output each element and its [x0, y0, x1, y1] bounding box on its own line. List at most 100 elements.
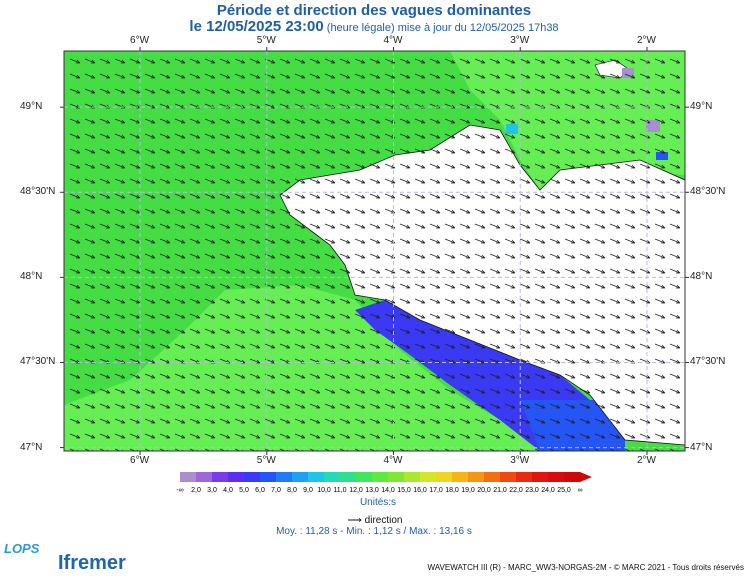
direction-arrow: [339, 313, 351, 319]
direction-arrow: [129, 103, 141, 109]
direction-arrow: [669, 118, 681, 124]
light-wave-zone: [64, 285, 560, 451]
direction-arrow: [69, 88, 81, 94]
direction-arrow: [489, 178, 501, 184]
direction-arrow: [444, 433, 456, 439]
direction-arrow: [429, 58, 441, 64]
blue-patch: [656, 152, 668, 160]
direction-arrow: [489, 58, 501, 64]
direction-arrow: [354, 103, 366, 109]
direction-arrow: [129, 178, 141, 184]
direction-arrow: [189, 283, 201, 289]
direction-arrow: [549, 88, 561, 94]
direction-arrow: [444, 73, 456, 79]
direction-arrow: [174, 373, 186, 379]
direction-arrow: [174, 163, 186, 169]
direction-arrow: [504, 208, 516, 214]
direction-arrow: [369, 73, 381, 79]
direction-arrow: [204, 313, 216, 319]
direction-arrow: [189, 118, 201, 124]
direction-arrow: [279, 118, 291, 124]
direction-arrow: [429, 118, 441, 124]
direction-arrow: [564, 193, 576, 199]
direction-arrow: [459, 103, 471, 109]
direction-arrow: [489, 388, 501, 394]
direction-arrow: [399, 133, 411, 139]
direction-arrow: [309, 253, 321, 259]
direction-arrow: [399, 268, 411, 274]
direction-arrow: [594, 163, 606, 169]
direction-arrow: [669, 208, 681, 214]
direction-arrow: [564, 118, 576, 124]
direction-arrow: [474, 118, 486, 124]
direction-arrow: [294, 403, 306, 409]
direction-arrow: [99, 283, 111, 289]
direction-arrow: [534, 268, 546, 274]
direction-arrow: [639, 388, 651, 394]
direction-arrow: [264, 118, 276, 124]
direction-arrow: [474, 193, 486, 199]
direction-arrow: [69, 118, 81, 124]
color-legend: -∞ 2,0 3,0 4,0 5,0 6,0 7,0 8,0 9,0 10,0 11,0 12,0 13…: [176, 472, 592, 494]
direction-arrow: [174, 193, 186, 199]
direction-arrow: [84, 298, 96, 304]
direction-arrow: [504, 253, 516, 259]
direction-arrow: [534, 193, 546, 199]
direction-arrow: [234, 88, 246, 94]
direction-arrow: [249, 418, 261, 424]
direction-arrow: [594, 193, 606, 199]
direction-arrow: [489, 73, 501, 79]
direction-arrow: [264, 418, 276, 424]
direction-arrow: [219, 403, 231, 409]
direction-arrow: [249, 268, 261, 274]
direction-arrow: [114, 433, 126, 439]
direction-arrow: [354, 208, 366, 214]
direction-arrow: [144, 358, 156, 364]
direction-arrow: [564, 433, 576, 439]
direction-arrow: [144, 343, 156, 349]
direction-arrow: [504, 283, 516, 289]
direction-arrow: [204, 193, 216, 199]
direction-arrow: [219, 193, 231, 199]
direction-arrow: [189, 268, 201, 274]
direction-arrow: [354, 253, 366, 259]
direction-arrow: [414, 253, 426, 259]
direction-arrow: [204, 73, 216, 79]
direction-arrow: [459, 238, 471, 244]
direction-arrow: [189, 328, 201, 334]
direction-arrow: [99, 298, 111, 304]
direction-arrow: [594, 388, 606, 394]
direction-arrow: [174, 88, 186, 94]
direction-arrow: [114, 73, 126, 79]
legend-tick-label: 3,0: [207, 487, 217, 494]
direction-arrow: [234, 268, 246, 274]
direction-arrow: [159, 88, 171, 94]
direction-arrow: [159, 133, 171, 139]
direction-arrow: [144, 418, 156, 424]
direction-arrow: [594, 373, 606, 379]
direction-arrow: [324, 193, 336, 199]
direction-arrow: [414, 148, 426, 154]
direction-arrow: [459, 283, 471, 289]
direction-arrow: [309, 388, 321, 394]
direction-arrow: [459, 388, 471, 394]
direction-arrow: [279, 343, 291, 349]
direction-arrow: [324, 418, 336, 424]
direction-arrow: [339, 223, 351, 229]
direction-arrow: [459, 358, 471, 364]
direction-arrow: [114, 403, 126, 409]
direction-arrow: [624, 268, 636, 274]
direction-arrow: [144, 163, 156, 169]
direction-arrow: [429, 178, 441, 184]
direction-arrow: [264, 238, 276, 244]
direction-arrow: [654, 253, 666, 259]
direction-arrow: [114, 163, 126, 169]
legend-swatch: [228, 472, 244, 482]
direction-arrow: [624, 178, 636, 184]
direction-arrow: [519, 298, 531, 304]
direction-arrow: [309, 373, 321, 379]
direction-arrow: [444, 58, 456, 64]
direction-arrow: [579, 148, 591, 154]
direction-arrow: [354, 148, 366, 154]
arrow-icon: ⟶: [347, 515, 362, 526]
